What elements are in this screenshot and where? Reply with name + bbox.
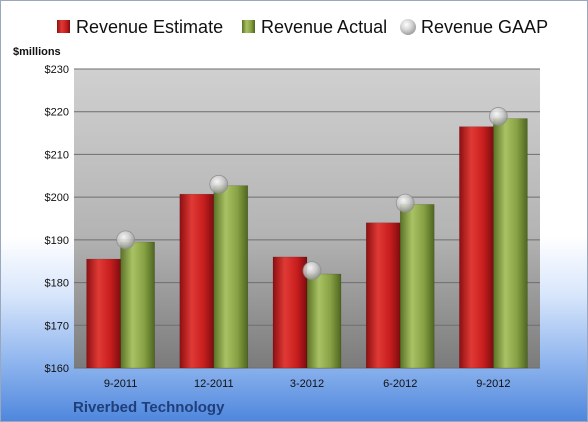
- legend-swatch-revenue-actual: [242, 20, 255, 33]
- bar-revenue-estimate: [459, 126, 494, 369]
- y-tick-label: $200: [45, 192, 69, 204]
- bar-revenue-estimate: [272, 256, 308, 369]
- x-tick-label: 3-2012: [290, 378, 324, 390]
- marker-revenue-gaap: [488, 107, 508, 126]
- legend-label-revenue-actual: Revenue Actual: [261, 17, 387, 37]
- y-tick-label: $190: [45, 235, 69, 247]
- x-tick-label: 9-2012: [476, 378, 510, 390]
- y-axis-ticks: $160 $170 $180 $190 $200 $210 $220 $230: [45, 64, 69, 375]
- legend-swatch-revenue-estimate: [57, 20, 70, 33]
- y-tick-label: $230: [45, 64, 69, 76]
- y-tick-label: $220: [45, 107, 69, 119]
- y-tick-label: $170: [45, 320, 69, 332]
- marker-revenue-gaap: [209, 174, 229, 194]
- gaap-markers: [116, 107, 508, 281]
- company-name: Riverbed Technology: [73, 399, 225, 416]
- legend-marker-revenue-gaap: [400, 19, 416, 35]
- bar-revenue-estimate: [365, 222, 401, 369]
- x-tick-label: 6-2012: [383, 378, 417, 390]
- bars: [86, 118, 528, 369]
- bar-revenue-estimate: [179, 193, 215, 369]
- bar-revenue-actual: [120, 241, 155, 369]
- y-tick-label: $160: [45, 363, 69, 375]
- bar-revenue-actual: [306, 273, 342, 369]
- legend-label-revenue-estimate: Revenue Estimate: [76, 17, 223, 37]
- marker-revenue-gaap: [395, 193, 415, 213]
- legend-label-revenue-gaap: Revenue GAAP: [421, 17, 548, 37]
- marker-revenue-gaap: [116, 230, 135, 250]
- y-tick-label: $210: [45, 149, 69, 161]
- x-tick-label: 9-2011: [104, 378, 137, 390]
- x-axis-ticks: 9-2011 12-2011 3-2012 6-2012 9-2012: [104, 378, 511, 390]
- bar-revenue-actual: [213, 185, 249, 369]
- bar-revenue-actual: [493, 118, 528, 369]
- bar-revenue-estimate: [86, 258, 121, 369]
- y-tick-label: $180: [45, 278, 69, 290]
- bar-revenue-actual: [399, 204, 435, 369]
- x-tick-label: 12-2011: [194, 378, 234, 390]
- y-unit-label: $millions: [13, 46, 61, 58]
- legend: Revenue Estimate Revenue Actual Revenue …: [57, 17, 548, 37]
- marker-revenue-gaap: [302, 261, 322, 281]
